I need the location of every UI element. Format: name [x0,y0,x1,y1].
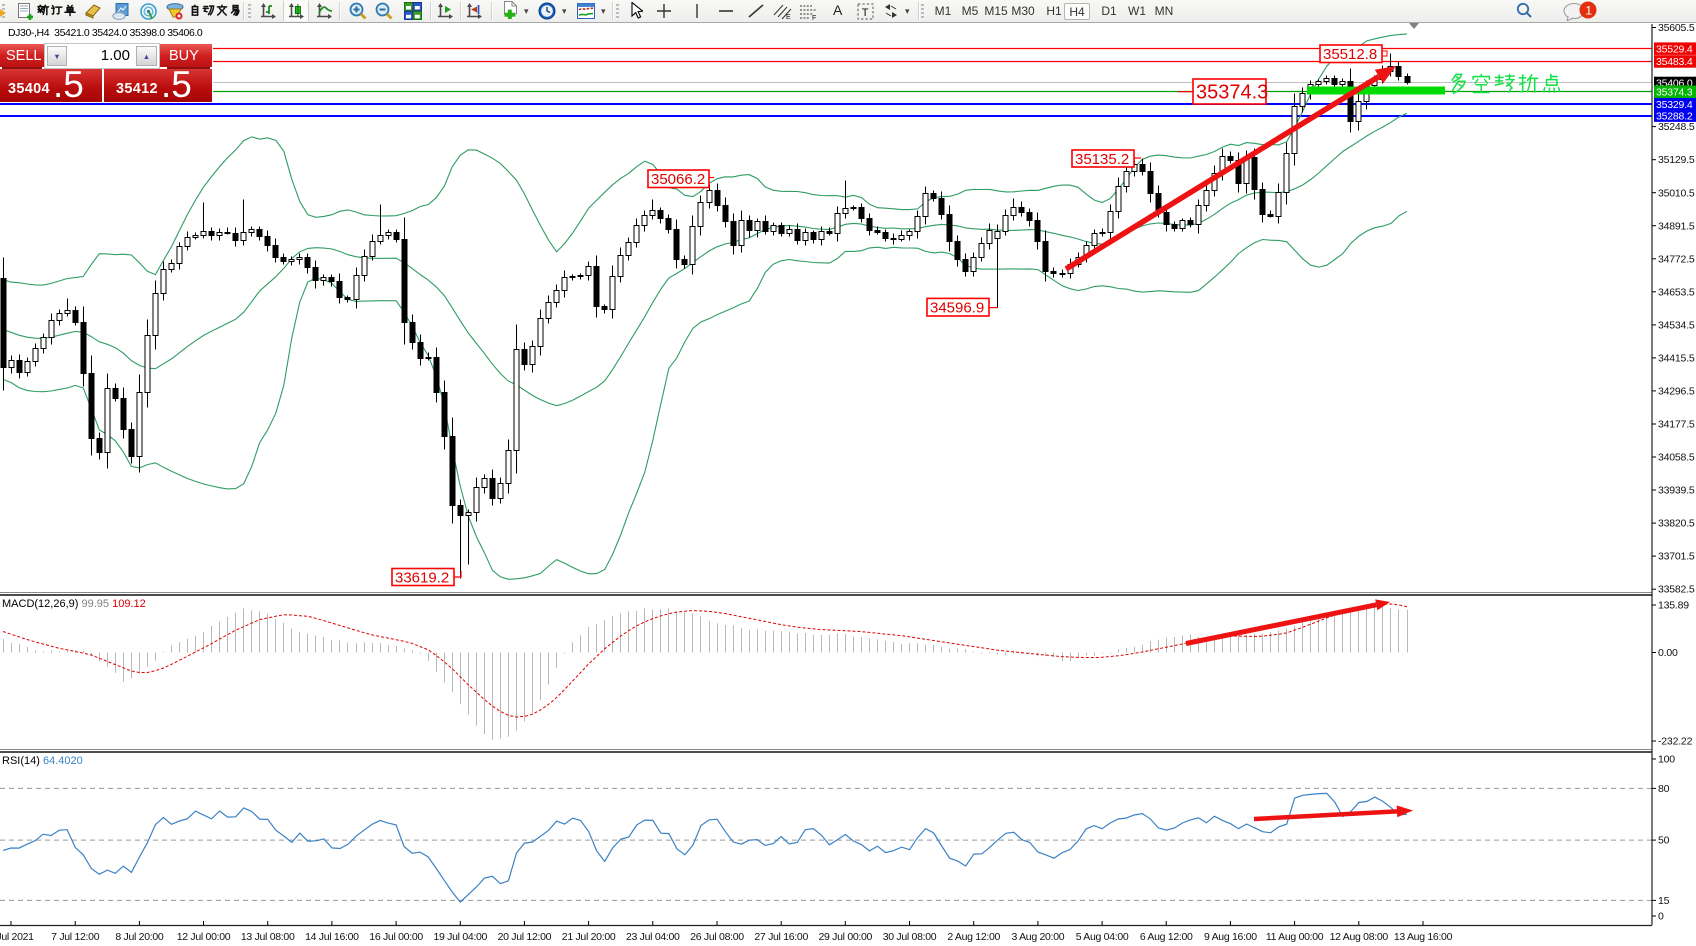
svg-text:6 Aug 12:00: 6 Aug 12:00 [1140,931,1193,943]
svg-text:15: 15 [1658,895,1670,907]
svg-text:100: 100 [1658,754,1675,766]
svg-text:33939.5: 33939.5 [1658,485,1695,497]
svg-text:12 Aug 08:00: 12 Aug 08:00 [1330,931,1389,943]
svg-text:11 Aug 00:00: 11 Aug 00:00 [1266,931,1324,943]
svg-text:7 Jul 12:00: 7 Jul 12:00 [51,931,100,943]
svg-text:35066.2: 35066.2 [651,171,705,188]
svg-text:30 Jul 08:00: 30 Jul 08:00 [883,931,937,943]
svg-text:34296.5: 34296.5 [1658,386,1695,398]
svg-text:34653.5: 34653.5 [1658,286,1695,298]
svg-text:35529.4: 35529.4 [1656,43,1693,55]
svg-text:21 Jul 20:00: 21 Jul 20:00 [562,931,616,943]
svg-text:-232.22: -232.22 [1658,736,1693,748]
svg-text:20 Jul 12:00: 20 Jul 12:00 [498,931,552,943]
svg-text:5 Aug 04:00: 5 Aug 04:00 [1076,931,1129,943]
svg-text:E: E [786,14,791,20]
svg-text:80: 80 [1658,783,1670,795]
svg-text:34058.5: 34058.5 [1658,452,1695,464]
svg-text:13 Aug 16:00: 13 Aug 16:00 [1394,931,1453,943]
svg-text:34415.5: 34415.5 [1658,353,1695,365]
svg-text:34534.5: 34534.5 [1658,319,1695,331]
svg-text:27 Jul 16:00: 27 Jul 16:00 [754,931,808,943]
svg-text:35512.8: 35512.8 [1323,46,1377,63]
svg-text:35129.5: 35129.5 [1658,154,1695,166]
svg-text:35248.5: 35248.5 [1658,121,1695,133]
svg-text:34596.9: 34596.9 [930,300,984,317]
svg-text:2 Aug 12:00: 2 Aug 12:00 [947,931,1000,943]
svg-text:19 Jul 04:00: 19 Jul 04:00 [433,931,487,943]
svg-text:35288.2: 35288.2 [1656,110,1693,122]
svg-text:1: 1 [1585,3,1592,17]
svg-text:34891.5: 34891.5 [1658,220,1695,232]
svg-text:8 Jul 20:00: 8 Jul 20:00 [115,931,164,943]
svg-text:35374.3: 35374.3 [1656,87,1693,99]
svg-text:33619.2: 33619.2 [395,569,449,586]
svg-text:35374.3: 35374.3 [1196,82,1268,104]
svg-text:16 Jul 00:00: 16 Jul 00:00 [369,931,423,943]
svg-text:35605.5: 35605.5 [1658,22,1695,34]
svg-text:9 Aug 16:00: 9 Aug 16:00 [1204,931,1257,943]
svg-text:F: F [812,15,816,20]
svg-text:34177.5: 34177.5 [1658,419,1695,431]
svg-text:5 Jul 2021: 5 Jul 2021 [0,931,34,943]
svg-text:13 Jul 08:00: 13 Jul 08:00 [241,931,295,943]
svg-text:33820.5: 33820.5 [1658,518,1695,530]
svg-text:35135.2: 35135.2 [1075,151,1129,168]
svg-text:135.89: 135.89 [1658,600,1689,612]
svg-text:33582.5: 33582.5 [1658,584,1695,596]
svg-text:33701.5: 33701.5 [1658,551,1695,563]
svg-text:35483.4: 35483.4 [1656,56,1693,68]
svg-text:0: 0 [1658,911,1664,923]
svg-text:35329.4: 35329.4 [1656,99,1693,111]
svg-text:3 Aug 20:00: 3 Aug 20:00 [1012,931,1065,943]
svg-text:35010.5: 35010.5 [1658,187,1695,199]
svg-text:0.00: 0.00 [1658,647,1678,659]
svg-text:26 Jul 08:00: 26 Jul 08:00 [690,931,744,943]
svg-text:14 Jul 16:00: 14 Jul 16:00 [305,931,359,943]
svg-text:T: T [862,7,869,19]
svg-text:12 Jul 00:00: 12 Jul 00:00 [177,931,231,943]
svg-text:23 Jul 04:00: 23 Jul 04:00 [626,931,680,943]
svg-text:50: 50 [1658,835,1670,847]
svg-text:34772.5: 34772.5 [1658,253,1695,265]
svg-text:29 Jul 00:00: 29 Jul 00:00 [818,931,872,943]
